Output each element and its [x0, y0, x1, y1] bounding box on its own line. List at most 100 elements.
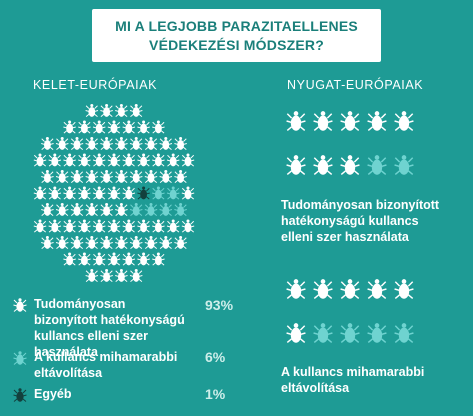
tick-mark: [166, 219, 180, 233]
tick-mark: [85, 269, 99, 283]
tick-mark: [159, 203, 173, 217]
tick-icon: [13, 388, 27, 402]
tick-mark: [159, 170, 173, 184]
tick-mark: [129, 236, 143, 250]
tick-mark: [33, 153, 47, 167]
tick-mark: [367, 111, 387, 131]
tick-mark: [367, 323, 387, 343]
tick-mark: [63, 252, 76, 266]
tick-mark: [174, 236, 187, 250]
tick-mark: [286, 323, 306, 343]
tick-mark: [129, 203, 143, 217]
tick-mark: [100, 104, 113, 118]
tick-mark: [286, 155, 306, 175]
west-label-removal: A kullancs mihamarabbi eltávolítása: [281, 365, 425, 395]
tick-mark: [85, 104, 99, 118]
tick-mark: [70, 203, 84, 217]
legend-value-other: 1%: [205, 386, 226, 402]
tick-mark: [152, 120, 165, 134]
tick-mark: [129, 170, 143, 184]
tick-mark: [115, 104, 128, 118]
tick-mark: [85, 203, 99, 217]
tick-mark: [78, 252, 91, 266]
tick-mark: [129, 269, 143, 283]
tick-mark: [13, 351, 27, 365]
tick-mark: [152, 153, 165, 167]
tick-mark: [33, 186, 47, 200]
tick-mark: [55, 203, 69, 217]
tick-mark: [55, 236, 69, 250]
tick-mark: [92, 252, 106, 266]
tick-mark: [129, 137, 143, 151]
tick-mark: [70, 236, 84, 250]
tick-mark: [85, 236, 99, 250]
tick-mark: [313, 155, 333, 175]
tick-mark: [144, 170, 158, 184]
legend-value-scientific: 93%: [205, 297, 234, 313]
tick-mark: [63, 120, 76, 134]
tick-mark: [144, 236, 158, 250]
tick-mark: [41, 170, 54, 184]
tick-mark: [137, 219, 150, 233]
tick-mark: [78, 219, 91, 233]
tick-mark: [122, 120, 136, 134]
tick-mark: [137, 153, 150, 167]
tick-mark: [181, 186, 195, 200]
tick-mark: [48, 219, 62, 233]
tick-mark: [152, 219, 165, 233]
tick-mark: [340, 279, 360, 299]
tick-mark: [41, 203, 54, 217]
tick-mark: [55, 137, 69, 151]
tick-mark: [159, 236, 173, 250]
tick-mark: [340, 323, 360, 343]
legend-label: Tudományosan bizonyított hatékonyságú ku…: [34, 297, 185, 359]
legend-item-scientific: Tudományosan bizonyított hatékonyságú ku…: [13, 296, 189, 360]
tick-mark: [394, 323, 414, 343]
tick-mark: [33, 219, 47, 233]
tick-mark: [41, 236, 54, 250]
title-box: MI A LEGJOBB PARAZITAELLENES VÉDEKEZÉSI …: [92, 9, 381, 62]
tick-mark: [115, 203, 128, 217]
tick-mark: [122, 252, 136, 266]
tick-mark: [174, 170, 187, 184]
tick-mark: [137, 120, 150, 134]
tick-mark: [394, 155, 414, 175]
tick-mark: [107, 219, 121, 233]
legend-label: Egyéb: [34, 387, 72, 401]
tick-mark: [137, 252, 150, 266]
legend-label: A kullancs mihamarabbi eltávolítása: [34, 350, 178, 380]
tick-mark: [92, 120, 106, 134]
tick-mark: [107, 153, 121, 167]
tick-mark: [63, 186, 76, 200]
tick-mark: [166, 153, 180, 167]
tick-mark: [70, 137, 84, 151]
tick-mark: [313, 279, 333, 299]
tick-mark: [122, 186, 136, 200]
tick-mark: [107, 252, 121, 266]
tick-mark: [122, 153, 136, 167]
tick-mark: [13, 388, 27, 402]
title-line-1: MI A LEGJOBB PARAZITAELLENES: [115, 17, 358, 34]
tick-mark: [394, 279, 414, 299]
tick-mark: [78, 120, 91, 134]
tick-mark: [115, 269, 128, 283]
tick-mark: [137, 186, 150, 200]
tick-mark: [166, 186, 180, 200]
tick-mark: [367, 279, 387, 299]
tick-mark: [174, 137, 187, 151]
tick-mark: [48, 186, 62, 200]
tick-mark: [286, 111, 306, 131]
tick-mark: [144, 137, 158, 151]
tick-mark: [129, 104, 143, 118]
tick-mark: [41, 137, 54, 151]
tick-mark: [85, 170, 99, 184]
tick-mark: [340, 155, 360, 175]
legend-item-removal: A kullancs mihamarabbi eltávolítása: [13, 349, 189, 381]
tick-mark: [174, 203, 187, 217]
tick-mark: [63, 153, 76, 167]
tick-icon: [13, 351, 27, 365]
tick-mark: [181, 153, 195, 167]
tick-mark: [313, 111, 333, 131]
